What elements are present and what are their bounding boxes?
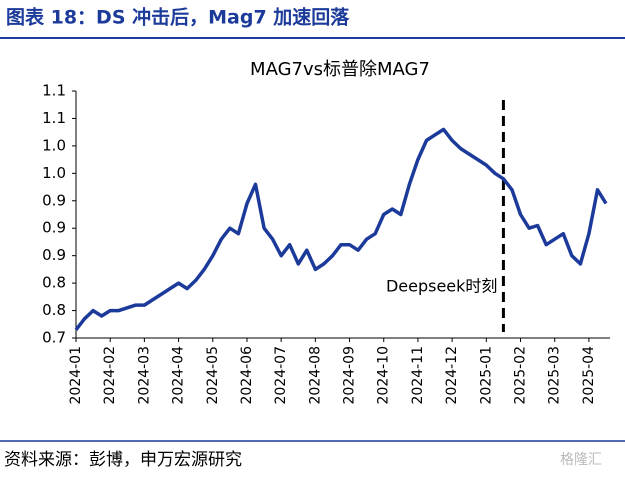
- header: 图表 18：DS 冲击后，Mag7 加速回落: [6, 6, 350, 29]
- y-tick-label: 0.8: [42, 301, 66, 319]
- x-tick-label: 2024-08: [307, 346, 323, 405]
- data-line: [74, 127, 608, 331]
- x-tick-label: 2024-02: [102, 346, 118, 405]
- watermark: 格隆汇: [560, 452, 602, 468]
- y-tick-label: 1.1: [42, 109, 66, 127]
- x-tick-label: 2024-04: [171, 346, 187, 405]
- y-tick-label: 1.1: [42, 82, 66, 100]
- x-tick-label: 2024-09: [342, 346, 358, 405]
- y-tick-label: 1.0: [42, 136, 66, 154]
- y-tick-label: 0.9: [42, 246, 66, 264]
- x-tick-label: 2025-04: [581, 346, 597, 405]
- x-tick-label: 2024-05: [205, 346, 221, 405]
- y-tick-label: 0.7: [42, 329, 66, 347]
- x-tick-label: 2024-03: [136, 346, 152, 405]
- chart-title: MAG7vs标普除MAG7: [250, 59, 430, 80]
- annotation: Deepseek时刻: [386, 277, 497, 296]
- y-tick-label: 0.9: [42, 191, 66, 209]
- x-tick-label: 2024-12: [444, 346, 460, 405]
- x-tick-label: 2025-01: [478, 346, 494, 405]
- x-tick-label: 2025-03: [547, 346, 563, 405]
- x-tick-label: 2024-06: [239, 346, 255, 405]
- x-tick-label: 2025-02: [513, 346, 529, 405]
- y-tick-label: 0.8: [42, 274, 66, 292]
- x-tick-label: 2024-10: [376, 346, 392, 405]
- x-tick-label: 2024-07: [273, 346, 289, 405]
- y-tick-label: 1.0: [42, 164, 66, 182]
- x-tick-label: 2024-11: [410, 346, 426, 405]
- x-tick-label: 2024-01: [68, 346, 84, 405]
- y-tick-label: 0.9: [42, 219, 66, 237]
- source: 资料来源：彭博，申万宏源研究: [4, 450, 242, 470]
